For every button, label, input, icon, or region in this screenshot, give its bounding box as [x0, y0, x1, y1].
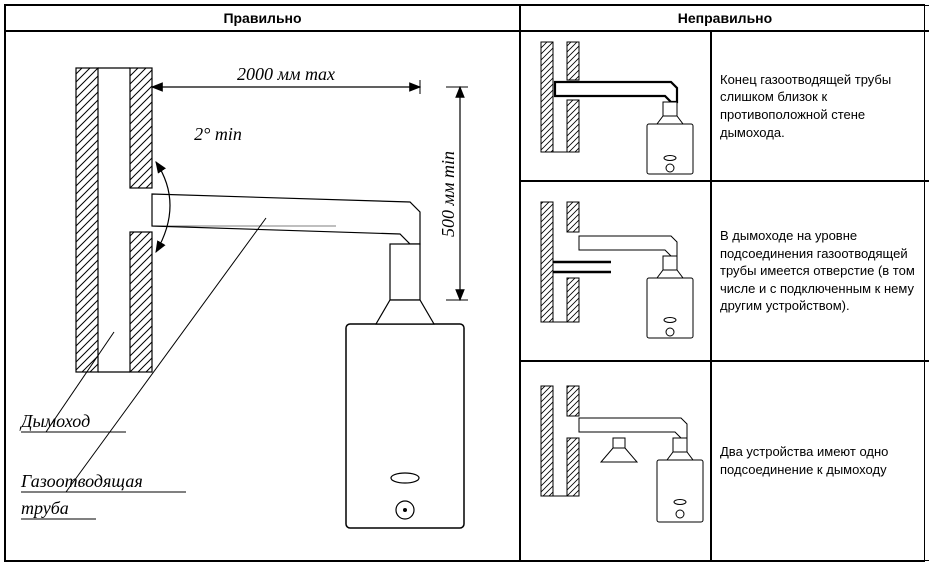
header-incorrect: Неправильно [520, 5, 929, 31]
dim-vertical: 500 мм min [438, 151, 458, 237]
diagram-wrong-3 [520, 361, 711, 561]
diagram-wrong-2 [520, 181, 711, 361]
desc-wrong-3: Два устройства имеют одно подсоединение … [711, 361, 929, 561]
diagram-correct: 2000 мм max 2° min 500 мм min Дымоход Га… [5, 31, 520, 561]
diagram-wrong-1 [520, 31, 711, 181]
dim-horizontal: 2000 мм max [237, 64, 335, 84]
label-pipe-2: труба [21, 498, 69, 518]
header-correct: Правильно [5, 5, 520, 31]
dim-angle: 2° min [194, 124, 242, 144]
label-flue: Дымоход [19, 411, 90, 431]
desc-wrong-1: Конец газоотводящей трубы слишком близок… [711, 31, 929, 181]
label-pipe-1: Газоотводящая [20, 471, 143, 491]
desc-wrong-2: В дымоходе на уровне подсоединения газоо… [711, 181, 929, 361]
